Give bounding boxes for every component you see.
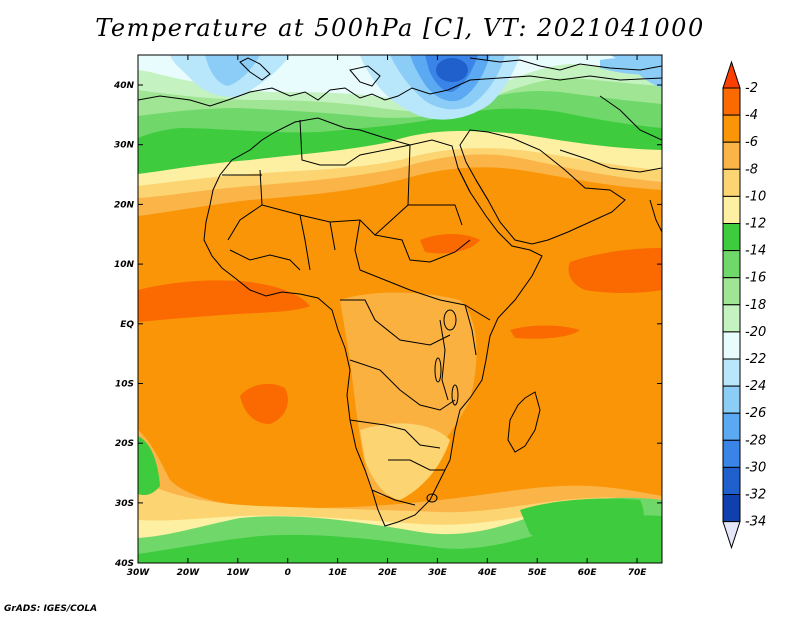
colorbar-label: -22 xyxy=(745,352,766,367)
lon-tick-label: 10W xyxy=(227,568,251,578)
temperature-field xyxy=(138,55,662,563)
lat-tick-label: 40S xyxy=(114,559,134,569)
lon-tick-label: 20W xyxy=(177,568,201,578)
longitude-labels: 30W 20W 10W 0 10E 20E 30E 40E 50E 60E 70E xyxy=(127,568,647,578)
colorbar-label: -18 xyxy=(745,298,766,313)
colorbar-swatch xyxy=(722,358,741,387)
lat-tick-label: 30S xyxy=(115,499,134,509)
lon-tick-label: 10E xyxy=(328,568,348,578)
lat-tick-label: 20S xyxy=(115,439,134,449)
colorbar-label: -6 xyxy=(745,135,758,150)
lat-tick-label: 10N xyxy=(114,260,135,270)
lat-tick-label: EQ xyxy=(120,320,134,330)
colorbar-label: -34 xyxy=(745,515,766,530)
lon-tick-label: 60E xyxy=(578,568,598,578)
lat-tick-label: 40N xyxy=(113,81,135,91)
lon-tick-label: 50E xyxy=(528,568,548,578)
colorbar-label: -26 xyxy=(745,406,766,421)
colorbar-swatch xyxy=(722,195,741,224)
colorbar-swatch xyxy=(722,168,741,197)
colorbar-label: -14 xyxy=(745,244,766,259)
lon-tick-label: 30E xyxy=(428,568,448,578)
colorbar-swatch xyxy=(722,439,741,468)
colorbar-bottom-arrow xyxy=(722,521,741,550)
colorbar-label: -2 xyxy=(745,81,758,96)
colorbar-swatch xyxy=(722,494,741,523)
colorbar-label: -24 xyxy=(745,379,766,394)
lon-tick-label: 0 xyxy=(285,568,291,578)
colorbar-swatch xyxy=(722,114,741,143)
lon-tick-label: 70E xyxy=(628,568,648,578)
lon-tick-label: 30W xyxy=(127,568,151,578)
lon-tick-label: 40E xyxy=(477,568,498,578)
colorbar-swatch xyxy=(722,304,741,333)
colorbar-swatch xyxy=(722,250,741,279)
colorbar: -2 -4 -6 -8 -10 -12 -14 -16 -18 -20 -22 -24 -26 -28 -3… xyxy=(722,60,766,550)
latitude-labels: 40N 30N 20N 10N EQ 10S 20S 30S 40S xyxy=(113,81,135,569)
colorbar-top-arrow xyxy=(722,60,741,89)
colorbar-label: -28 xyxy=(745,433,766,448)
coastlines xyxy=(138,57,662,527)
colorbar-swatch xyxy=(722,277,741,306)
map-frame xyxy=(137,54,663,564)
colorbar-label: -16 xyxy=(745,271,766,286)
colorbar-swatch xyxy=(722,223,741,252)
lat-tick-label: 20N xyxy=(114,200,135,210)
lat-tick-label: 30N xyxy=(114,141,135,151)
colorbar-label: -8 xyxy=(745,162,758,177)
colorbar-swatch xyxy=(722,141,741,170)
colorbar-label: -10 xyxy=(745,189,766,204)
map-title: Temperature at 500hPa [C], VT: 202104100… xyxy=(95,14,705,42)
lat-tick-label: 10S xyxy=(115,380,134,390)
colorbar-swatch xyxy=(722,87,741,116)
colorbar-label: -30 xyxy=(745,460,766,475)
colorbar-swatch xyxy=(722,412,741,441)
credit-text: GrADS: IGES/COLA xyxy=(4,604,98,614)
colorbar-label: -32 xyxy=(745,488,766,503)
colorbar-label: -4 xyxy=(745,108,758,123)
colorbar-swatch xyxy=(722,331,741,360)
lon-tick-label: 20E xyxy=(378,568,398,578)
colorbar-swatch xyxy=(722,385,741,414)
colorbar-label: -20 xyxy=(745,325,766,340)
tick-marks xyxy=(137,55,662,564)
colorbar-swatch xyxy=(722,466,741,495)
colorbar-label: -12 xyxy=(745,217,766,232)
